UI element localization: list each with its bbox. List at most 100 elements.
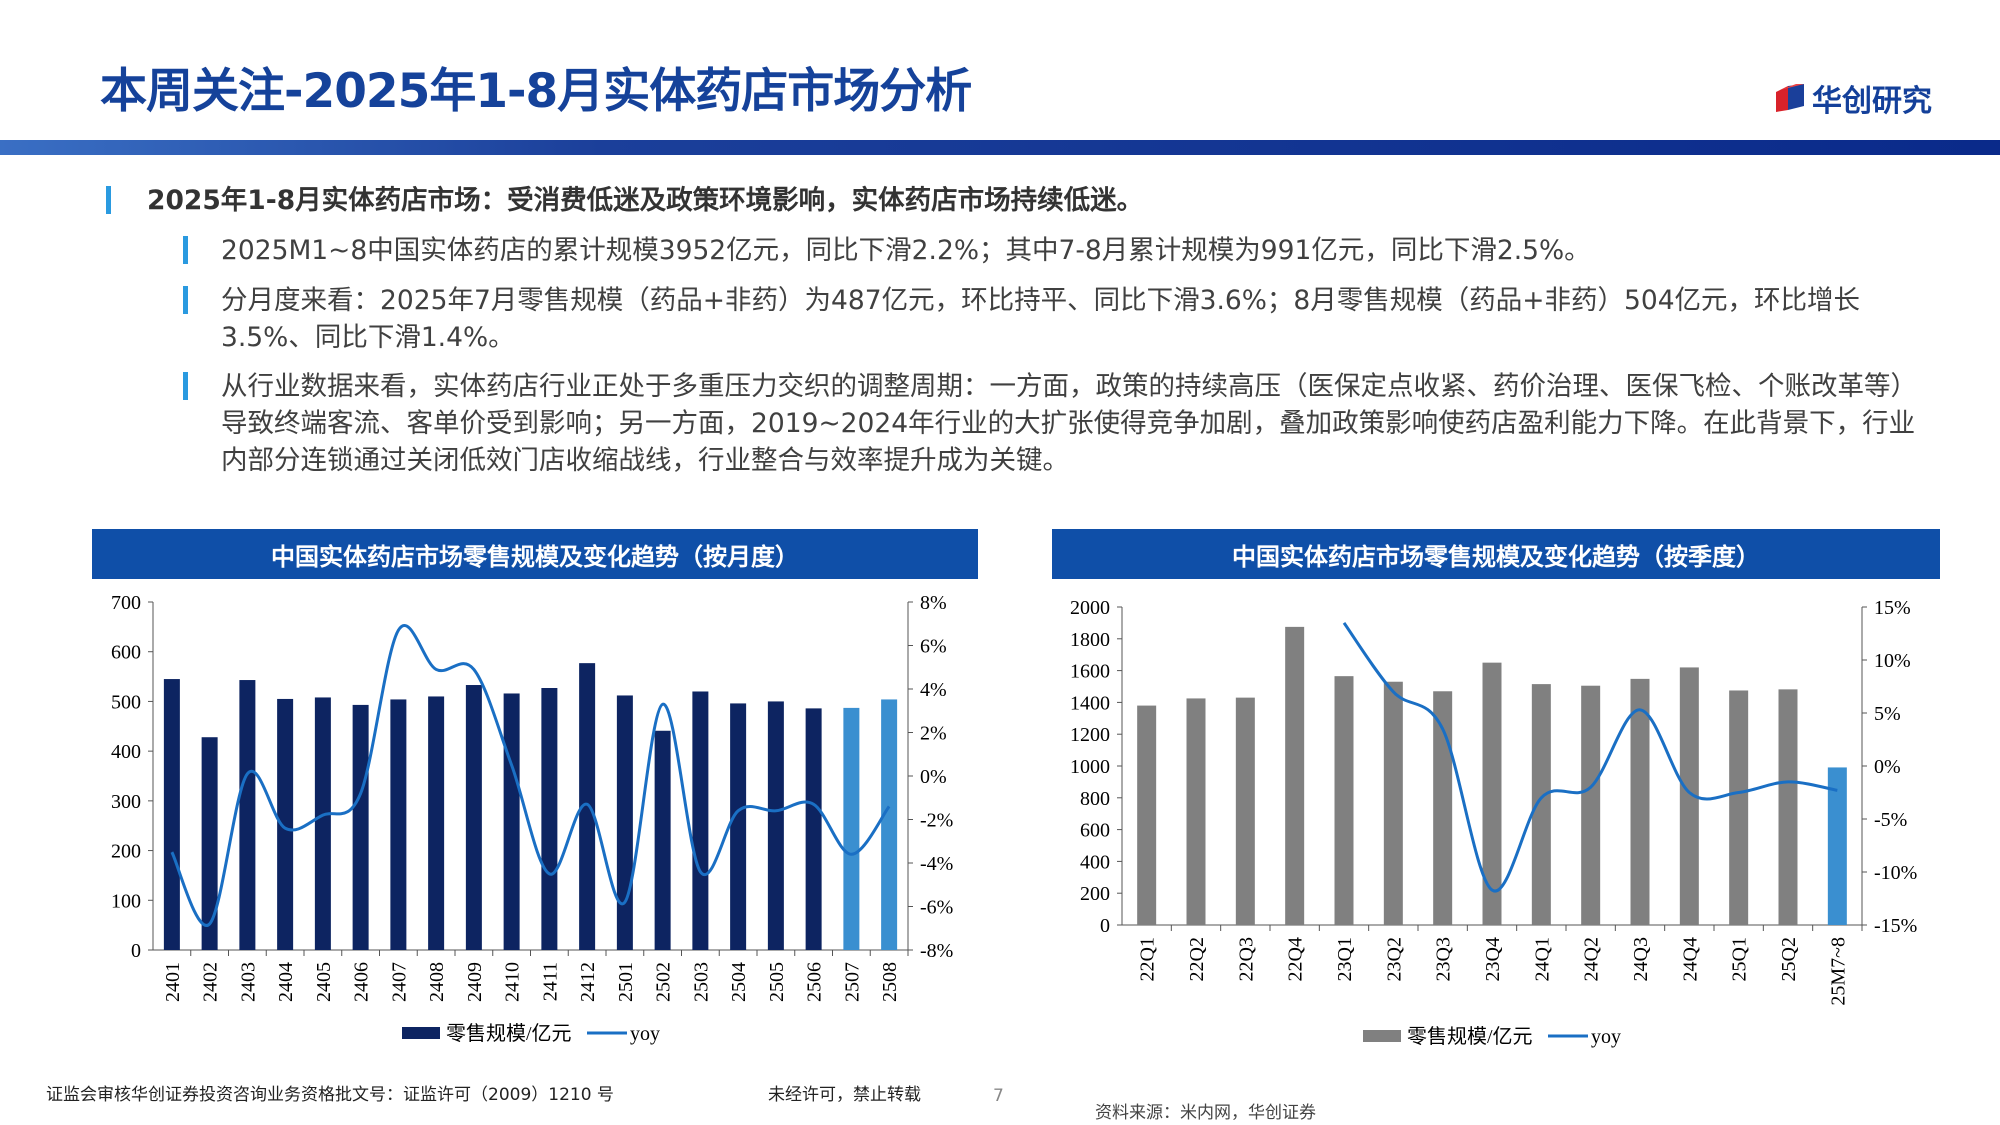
x-tick-label: 2408 bbox=[426, 962, 448, 1002]
point-2: 分月度来看：2025年7月零售规模（药品+非药）为487亿元，环比持平、同比下滑… bbox=[221, 285, 1861, 353]
x-tick-label: 2505 bbox=[766, 962, 788, 1002]
monthly-chart: 0 100 200 300 400 500 600 700 -8% -6% -4% -2% 0% 2% 4%… bbox=[111, 592, 953, 1045]
headline: 2025年1-8月实体药店市场：受消费低迷及政策环境影响，实体药店市场持续低迷。 bbox=[147, 185, 1144, 216]
bar-2405 bbox=[314, 697, 331, 950]
page-number: 7 bbox=[993, 1086, 1004, 1106]
x-tick-label: 23Q3 bbox=[1433, 937, 1455, 981]
bullet-marker bbox=[183, 286, 188, 314]
x-tick-label: 2504 bbox=[728, 962, 750, 1002]
x-tick-label: 24Q3 bbox=[1630, 937, 1652, 981]
legend-line-label: yoy bbox=[1591, 1026, 1621, 1048]
header-divider bbox=[0, 140, 2000, 155]
y-tick-label: 600 bbox=[111, 642, 141, 664]
bullet-marker bbox=[106, 186, 111, 214]
x-tick-label: 22Q2 bbox=[1186, 937, 1208, 981]
x-tick-label: 2502 bbox=[653, 962, 675, 1002]
y-tick-label: 300 bbox=[111, 791, 141, 813]
y-tick-label: 1800 bbox=[1070, 629, 1110, 651]
point-3: 从行业数据来看，实体药店行业正处于多重压力交织的调整周期：一方面，政策的持续高压… bbox=[221, 371, 1917, 476]
y2-tick-label: 10% bbox=[1874, 650, 1911, 672]
legend-line-label: yoy bbox=[630, 1023, 660, 1045]
bar-24Q2 bbox=[1581, 685, 1601, 925]
y2-tick-label: 4% bbox=[920, 679, 947, 701]
legend-bar-label: 零售规模/亿元 bbox=[446, 1022, 572, 1045]
bar-22Q3 bbox=[1235, 697, 1255, 925]
x-tick-label: 2405 bbox=[313, 962, 335, 1002]
y-tick-label: 1200 bbox=[1070, 724, 1110, 746]
bar-24Q3 bbox=[1630, 678, 1650, 925]
legend-bar-swatch bbox=[1363, 1030, 1401, 1042]
x-tick-label: 2409 bbox=[464, 962, 486, 1002]
bar-2401 bbox=[163, 679, 180, 950]
y2-tick-label: 15% bbox=[1874, 597, 1911, 619]
y-tick-label: 700 bbox=[111, 592, 141, 614]
y2-tick-label: 6% bbox=[920, 636, 947, 658]
y-tick-label: 0 bbox=[1100, 915, 1110, 937]
bar-23Q1 bbox=[1334, 676, 1354, 925]
x-tick-label: 2407 bbox=[388, 962, 410, 1002]
y2-tick-label: -2% bbox=[920, 810, 953, 832]
y2-tick-label: 0% bbox=[920, 766, 947, 788]
bar-2402 bbox=[201, 737, 218, 950]
x-tick-label: 2412 bbox=[577, 962, 599, 1002]
bar-24Q4 bbox=[1679, 667, 1699, 925]
x-tick-label: 2406 bbox=[351, 962, 373, 1002]
y-tick-label: 1600 bbox=[1070, 661, 1110, 683]
x-tick-label: 2501 bbox=[615, 962, 637, 1002]
y-tick-label: 200 bbox=[1080, 883, 1110, 905]
quarterly-chart-title: 中国实体药店市场零售规模及变化趋势（按季度） bbox=[1052, 529, 1940, 579]
y-tick-label: 0 bbox=[131, 940, 141, 962]
bar-2505 bbox=[767, 701, 784, 950]
y2-tick-label: -10% bbox=[1874, 862, 1917, 884]
bar-22Q4 bbox=[1285, 626, 1305, 925]
bar-2412 bbox=[579, 663, 596, 950]
x-tick-label: 24Q4 bbox=[1679, 937, 1701, 981]
y-tick-label: 2000 bbox=[1070, 597, 1110, 619]
bar-2506 bbox=[805, 708, 822, 950]
x-tick-label: 24Q1 bbox=[1531, 937, 1553, 981]
bar-2411 bbox=[541, 688, 558, 950]
y2-tick-label: -4% bbox=[920, 853, 953, 875]
x-tick-label: 2403 bbox=[237, 962, 259, 1002]
monthly-chart-title: 中国实体药店市场零售规模及变化趋势（按月度） bbox=[92, 529, 978, 579]
bullet-marker bbox=[183, 236, 188, 264]
x-tick-label: 23Q2 bbox=[1383, 937, 1405, 981]
bar-2406 bbox=[352, 704, 369, 950]
x-tick-label: 25Q2 bbox=[1778, 937, 1800, 981]
y-tick-label: 400 bbox=[1080, 851, 1110, 873]
x-tick-label: 22Q4 bbox=[1285, 937, 1307, 981]
bar-22Q2 bbox=[1186, 698, 1206, 925]
logo-text: 华创研究 bbox=[1812, 84, 1932, 119]
bar-24Q1 bbox=[1531, 684, 1551, 925]
bar-2407 bbox=[390, 699, 407, 950]
bar-22Q1 bbox=[1137, 705, 1157, 925]
y-tick-label: 200 bbox=[111, 841, 141, 863]
x-tick-label: 2503 bbox=[690, 962, 712, 1002]
license-text: 证监会审核华创证券投资咨询业务资格批文号：证监许可（2009）1210 号 bbox=[46, 1085, 614, 1105]
y-tick-label: 400 bbox=[111, 741, 141, 763]
x-tick-label: 23Q1 bbox=[1334, 937, 1356, 981]
bar-2404 bbox=[277, 698, 294, 950]
copyright-notice: 未经许可，禁止转载 bbox=[768, 1085, 921, 1105]
x-tick-label: 22Q3 bbox=[1235, 937, 1257, 981]
x-tick-label: 2410 bbox=[502, 962, 524, 1002]
bar-2501 bbox=[616, 695, 633, 950]
y2-tick-label: -8% bbox=[920, 940, 953, 962]
x-tick-label: 23Q4 bbox=[1482, 937, 1504, 981]
bar-25M7~8 bbox=[1827, 767, 1847, 925]
bar-2503 bbox=[692, 691, 709, 950]
y2-tick-label: 8% bbox=[920, 592, 947, 614]
legend-bar-swatch bbox=[402, 1027, 440, 1039]
x-tick-label: 2507 bbox=[841, 962, 863, 1002]
legend-bar-label: 零售规模/亿元 bbox=[1407, 1025, 1533, 1048]
bar-25Q1 bbox=[1729, 690, 1749, 925]
x-tick-label: 2508 bbox=[879, 962, 901, 1002]
bar-2408 bbox=[428, 696, 445, 950]
y-tick-label: 1400 bbox=[1070, 692, 1110, 714]
y-tick-label: 100 bbox=[111, 890, 141, 912]
y2-tick-label: -5% bbox=[1874, 809, 1907, 831]
y2-tick-label: -6% bbox=[920, 897, 953, 919]
y-tick-label: 800 bbox=[1080, 788, 1110, 810]
bar-23Q2 bbox=[1383, 681, 1403, 925]
x-tick-label: 24Q2 bbox=[1581, 937, 1603, 981]
